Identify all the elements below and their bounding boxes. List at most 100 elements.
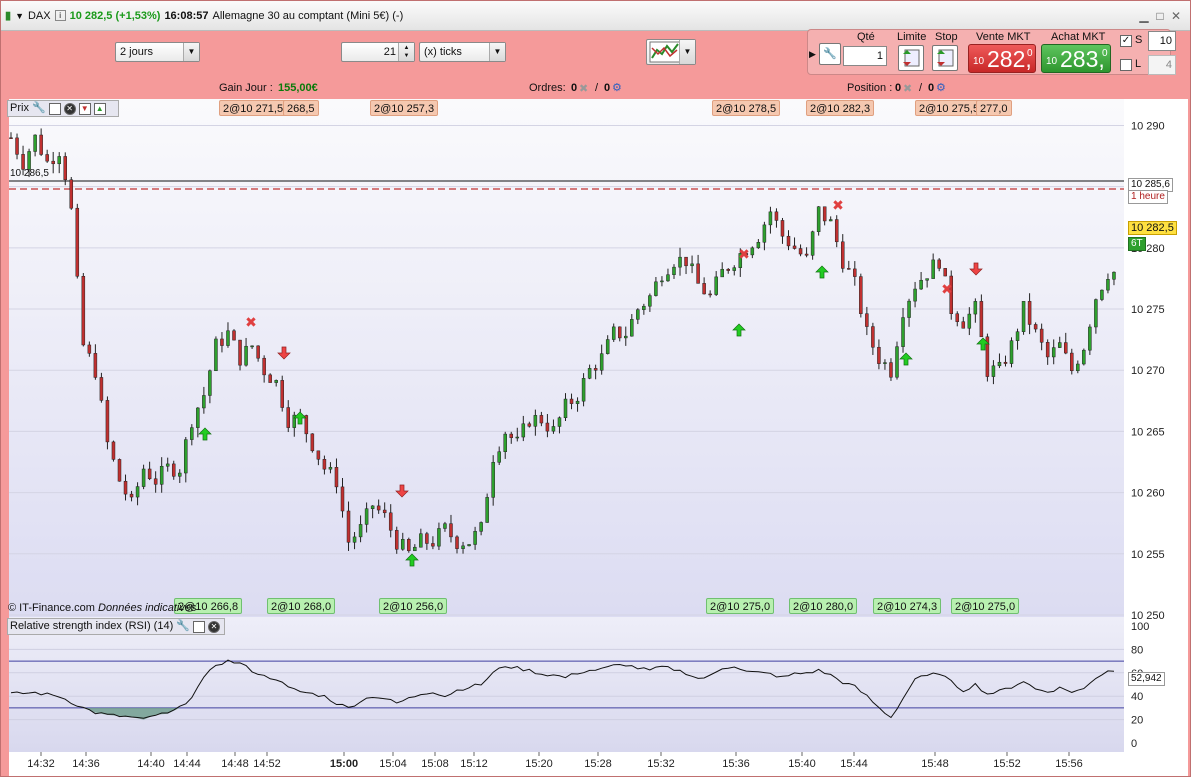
- candle-body: [587, 368, 592, 379]
- arrow-down-icon[interactable]: ▼: [78, 102, 91, 115]
- close-icon[interactable]: ✕: [63, 102, 76, 115]
- s-input[interactable]: 10: [1148, 31, 1176, 51]
- rsi-value-tag: 52,942: [1128, 672, 1165, 686]
- tick-tag: 6T: [1128, 237, 1146, 251]
- sell-market-button[interactable]: 10 282, 0: [968, 44, 1036, 73]
- sell-order-tag[interactable]: 268,5: [283, 100, 319, 116]
- candle-body: [666, 274, 670, 282]
- candle-body: [190, 427, 194, 440]
- candle-body: [648, 295, 652, 307]
- candle-body: [503, 433, 507, 452]
- minimize-icon[interactable]: ▁: [1139, 9, 1149, 23]
- buy-order-tag[interactable]: 2@10 266,8: [174, 598, 243, 614]
- chevron-down-icon: ▼: [679, 40, 695, 64]
- gears-icon[interactable]: ⚙: [612, 82, 622, 94]
- rsi-tick-label: 20: [1131, 715, 1143, 727]
- candle-body: [352, 536, 357, 543]
- candle-body: [654, 281, 658, 296]
- x-tick-label: 14:40: [137, 758, 165, 770]
- wrench-icon[interactable]: 🔧: [31, 102, 46, 114]
- sell-order-tag[interactable]: 2@10 271,5: [219, 100, 288, 116]
- candle-body: [1106, 279, 1110, 291]
- candle-body: [1070, 352, 1074, 372]
- candle-body: [720, 268, 724, 278]
- panel-toggle-icon[interactable]: ▶: [809, 49, 816, 59]
- candle-body: [678, 256, 682, 268]
- gears-icon[interactable]: ⚙: [936, 82, 946, 94]
- collapse-icon[interactable]: ▼: [15, 10, 24, 21]
- y-axis: [1124, 99, 1188, 752]
- buy-order-tag[interactable]: 2@10 268,0: [267, 598, 336, 614]
- wrench-icon[interactable]: 🔧: [176, 620, 190, 632]
- limit-order-button[interactable]: [898, 45, 924, 71]
- buy-arrow-icon: [198, 427, 212, 441]
- sell-order-tag[interactable]: 2@10 257,3: [370, 100, 439, 116]
- sell-arrow-icon: [395, 484, 409, 498]
- window-icon[interactable]: [192, 620, 205, 633]
- buy-arrow-icon: [732, 323, 746, 337]
- ticks-count-input[interactable]: 21 ▲ ▼: [341, 42, 415, 62]
- buy-order-tag[interactable]: 2@10 274,3: [873, 598, 942, 614]
- chart-type-button[interactable]: ▼: [646, 39, 696, 65]
- stepper-icon[interactable]: ▲ ▼: [398, 43, 414, 61]
- candle-body: [9, 137, 13, 139]
- candle-body: [810, 231, 815, 256]
- buy-order-tag[interactable]: 2@10 280,0: [789, 598, 858, 614]
- candle-body: [509, 433, 514, 438]
- candle-body: [171, 463, 176, 477]
- y-tick-label: 10 250: [1131, 610, 1165, 622]
- candle-body: [563, 398, 568, 418]
- candle-body: [1088, 326, 1092, 351]
- x-tick-label: 14:36: [72, 758, 100, 770]
- x-tick-label: 15:12: [460, 758, 488, 770]
- close-position-icon[interactable]: ✖: [903, 83, 913, 95]
- buy-order-tag[interactable]: 2@10 275,0: [706, 598, 775, 614]
- candle-body: [358, 524, 363, 538]
- wrench-icon[interactable]: 🔧: [819, 43, 841, 65]
- stop-order-button[interactable]: [932, 45, 958, 71]
- candle-body: [153, 478, 158, 485]
- buy-order-tag[interactable]: 2@10 275,0: [951, 598, 1020, 614]
- s-checkbox[interactable]: ✓: [1120, 35, 1132, 47]
- y-tick-label: 10 275: [1131, 304, 1165, 316]
- info-bar: Gain Jour : 155,00€ Ordres: 0 ✖ / 0 ⚙ Po…: [1, 79, 1190, 99]
- candle-body: [57, 156, 61, 165]
- rsi-chart-area[interactable]: [9, 617, 1124, 752]
- candle-body: [786, 235, 791, 247]
- sell-order-tag[interactable]: 2@10 282,3: [806, 100, 875, 116]
- close-trade-icon: ✖: [941, 282, 953, 298]
- gain-value: 155,00€: [278, 82, 318, 94]
- candle-body: [630, 319, 634, 337]
- window-icon[interactable]: [48, 102, 61, 115]
- stop-label: Stop: [935, 31, 958, 43]
- candle-body: [105, 400, 110, 443]
- buy-market-button[interactable]: 10 283, 0: [1041, 44, 1111, 73]
- ticks-unit-select[interactable]: (x) ticks ▼: [419, 42, 506, 62]
- close-icon[interactable]: ✕: [1170, 9, 1182, 23]
- info-icon[interactable]: i: [54, 10, 66, 21]
- l-input[interactable]: 4: [1148, 55, 1176, 75]
- candle-body: [87, 344, 92, 354]
- limit-order-icon: [903, 49, 920, 67]
- arrow-up-icon[interactable]: ▲: [93, 102, 106, 115]
- sell-order-tag[interactable]: 2@10 278,5: [712, 100, 781, 116]
- candle-body: [883, 362, 887, 364]
- period-select[interactable]: 2 jours ▼: [115, 42, 200, 62]
- candle-body: [931, 259, 935, 279]
- hour-tag: 1 heure: [1128, 190, 1168, 204]
- sell-order-tag[interactable]: 277,0: [976, 100, 1012, 116]
- x-tick-label: 15:08: [421, 758, 449, 770]
- l-checkbox[interactable]: [1120, 59, 1132, 71]
- sell-order-tag[interactable]: 2@10 275,5: [915, 100, 984, 116]
- rsi-panel-title: Relative strength index (RSI) (14): [10, 620, 174, 632]
- maximize-icon[interactable]: □: [1156, 9, 1164, 23]
- buy-order-tag[interactable]: 2@10 256,0: [379, 598, 448, 614]
- candle-body: [533, 415, 538, 427]
- candle-body: [1112, 271, 1116, 280]
- price-chart-area[interactable]: [9, 99, 1124, 617]
- qty-input[interactable]: 1: [843, 46, 887, 66]
- cancel-orders-icon[interactable]: ✖: [579, 83, 589, 95]
- close-icon[interactable]: ✕: [207, 620, 220, 633]
- l-label: L: [1135, 58, 1142, 70]
